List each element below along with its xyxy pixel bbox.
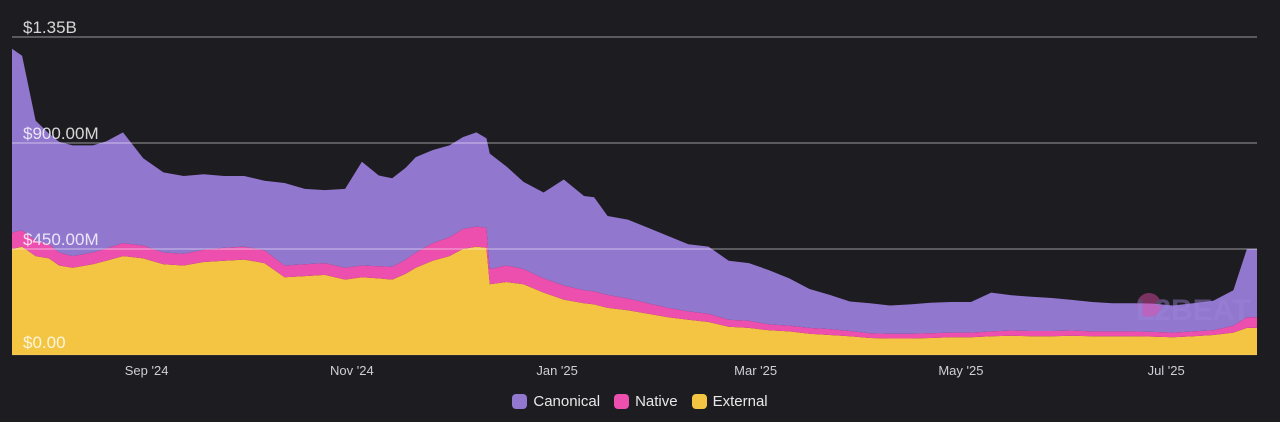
- y-tick-label: $1.35B: [23, 18, 77, 37]
- chart-legend: Canonical Native External: [0, 393, 1280, 410]
- y-tick-label: $450.00M: [23, 230, 99, 249]
- legend-item-native[interactable]: Native: [614, 393, 678, 410]
- area-layer: [12, 48, 1257, 355]
- x-tick-label: May '25: [938, 363, 983, 378]
- y-tick-label: $0.00: [23, 333, 66, 352]
- watermark-heart-icon: [1137, 293, 1161, 317]
- series-area-canonical: [12, 48, 1257, 334]
- y-axis-labels: $0.00 $450.00M $900.00M $1.35B: [23, 18, 99, 352]
- legend-label-canonical: Canonical: [533, 393, 601, 410]
- legend-item-external[interactable]: External: [691, 393, 768, 410]
- x-tick-label: Mar '25: [734, 363, 777, 378]
- legend-label-native: Native: [635, 393, 678, 410]
- legend-swatch-canonical: [512, 394, 528, 409]
- legend-item-canonical[interactable]: Canonical: [512, 393, 600, 410]
- legend-swatch-external: [691, 394, 707, 409]
- x-tick-label: Sep '24: [125, 363, 169, 378]
- x-axis-labels: Sep '24 Nov '24 Jan '25 Mar '25 May '25 Jul '…: [125, 363, 1185, 378]
- grid-layer: [12, 36, 1257, 356]
- x-tick-label: Jan '25: [536, 363, 578, 378]
- y-tick-label: $900.00M: [23, 124, 99, 143]
- x-tick-label: Jul '25: [1148, 363, 1185, 378]
- x-tick-label: Nov '24: [330, 363, 374, 378]
- series-area-external: [12, 246, 1257, 355]
- legend-swatch-native: [614, 394, 630, 409]
- legend-label-external: External: [712, 393, 768, 410]
- l2beat-watermark: L2BEAT: [1136, 293, 1250, 327]
- watermark-text: L2BEAT: [1136, 294, 1250, 327]
